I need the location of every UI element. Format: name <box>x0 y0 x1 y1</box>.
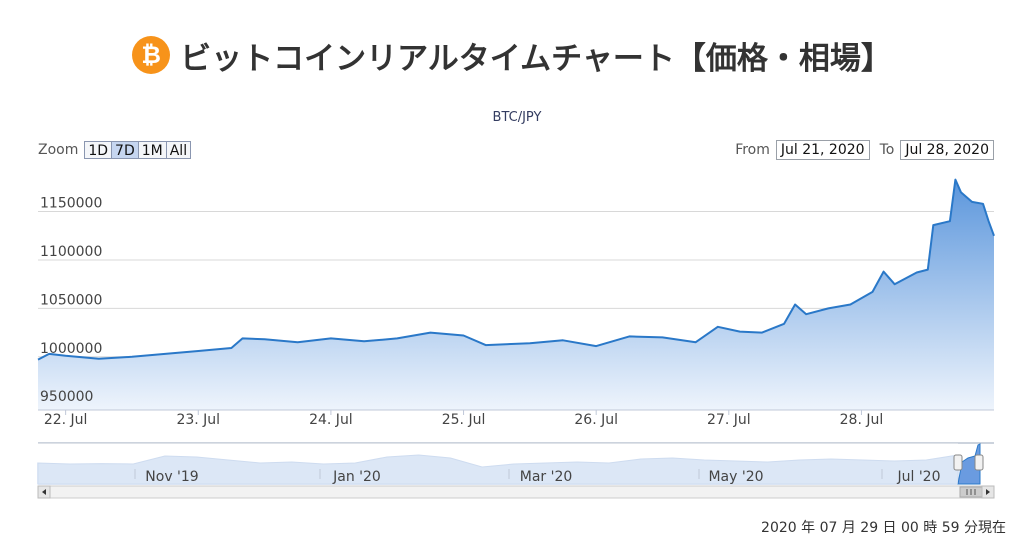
scroll-left-arrow-icon <box>42 489 46 495</box>
y-tick-label: 1100000 <box>40 244 102 260</box>
navigator-selected-range[interactable] <box>957 443 981 485</box>
navigator-tick-label: Jan '20 <box>332 469 381 485</box>
updated-timestamp: 2020 年 07 月 29 日 00 時 59 分現在 <box>761 520 1006 536</box>
to-date-input[interactable]: Jul 28, 2020 <box>900 140 994 160</box>
x-tick-label: 26. Jul <box>574 412 618 428</box>
x-tick-label: 22. Jul <box>44 412 88 428</box>
chart-pair-label: BTC/JPY <box>492 110 542 125</box>
from-date-input[interactable]: Jul 21, 2020 <box>775 140 870 160</box>
x-tick-label: 25. Jul <box>442 412 486 428</box>
zoom-label: Zoom <box>38 142 79 158</box>
scrollbar-track[interactable] <box>37 485 995 499</box>
bitcoin-logo-icon: ₿ <box>132 36 171 74</box>
x-tick-label: 24. Jul <box>309 412 353 428</box>
x-axis: 22. Jul 23. Jul 24. Jul 25. Jul 26. Jul 27. J… <box>38 409 994 428</box>
zoom-1m-button[interactable]: 1M <box>137 141 167 159</box>
y-tick-label: 1000000 <box>40 341 102 357</box>
navigator-right-handle[interactable] <box>974 454 984 471</box>
navigator-tick-label: Mar '20 <box>520 469 573 485</box>
title-row: ₿ ビットコインリアルタイムチャート【価格・相場】 <box>0 30 1024 80</box>
x-tick-label: 23. Jul <box>176 412 220 428</box>
zoom-7d-button[interactable]: 7D <box>111 141 139 159</box>
chart-area <box>37 178 995 410</box>
navigator-tick-label: Nov '19 <box>145 469 198 485</box>
price-line <box>37 178 995 361</box>
x-tick-label: 27. Jul <box>707 412 751 428</box>
page-title: ビットコインリアルタイムチャート【価格・相場】 <box>180 40 892 77</box>
x-tick-label: 28. Jul <box>840 412 884 428</box>
navigator-left-handle[interactable] <box>953 454 963 471</box>
y-tick-label: 1050000 <box>40 292 102 308</box>
navigator-tick-label: May '20 <box>708 469 763 485</box>
price-chart: 950000 1000000 1050000 1100000 1150000 22. J… <box>37 178 995 499</box>
from-label: From <box>735 142 770 158</box>
y-tick-label: 950000 <box>40 389 93 405</box>
navigator-tick-label: Jul '20 <box>896 469 940 485</box>
navigator-series <box>37 454 959 485</box>
navigator[interactable]: Nov '19 Jan '20 Mar '20 May '20 Jul '20 <box>37 442 994 485</box>
zoom-1d-button[interactable]: 1D <box>84 141 113 159</box>
scrollbar[interactable] <box>37 485 995 499</box>
to-label: To <box>879 142 895 158</box>
price-area-fill <box>38 179 994 410</box>
navigator-mask <box>38 443 958 484</box>
y-axis: 950000 1000000 1050000 1100000 1150000 <box>40 196 102 406</box>
zoom-selector: Zoom 1D 7D 1M All <box>38 140 192 160</box>
scroll-right-arrow-icon <box>986 489 990 495</box>
date-range-selector: From Jul 21, 2020 To Jul 28, 2020 <box>725 140 994 160</box>
y-tick-label: 1150000 <box>40 196 102 212</box>
zoom-all-button[interactable]: All <box>165 141 192 159</box>
